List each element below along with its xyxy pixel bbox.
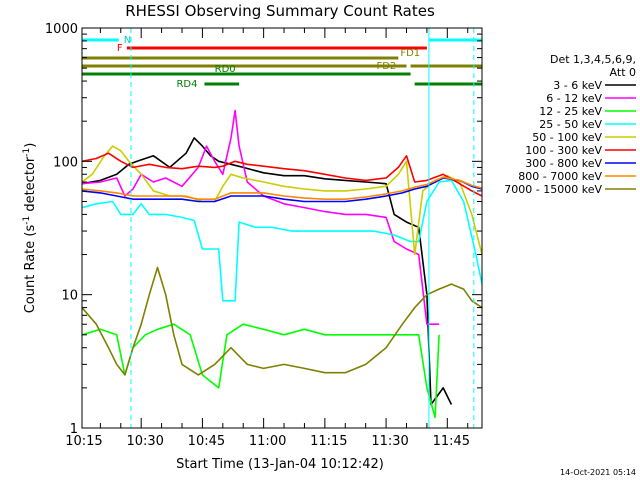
y-tick-label: 1000 — [45, 22, 78, 37]
plot-frame — [81, 27, 483, 429]
legend-label-8: 7000 - 15000 keV — [504, 183, 602, 196]
timestamp: 14-Oct-2021 05:14 — [560, 468, 636, 477]
legend-label-1: 6 - 12 keV — [546, 92, 602, 105]
flags-layer: NF FD1 FD2 RD0 RD4 — [82, 35, 482, 90]
legend-header-line-2: Att 0 — [610, 66, 636, 79]
flag-label-rd4: RD4 — [176, 79, 197, 90]
legend-label-4: 50 - 100 keV — [532, 131, 602, 144]
series-line-8 — [82, 266, 482, 376]
series-line-5 — [82, 152, 482, 197]
series-line-6 — [82, 177, 482, 203]
series-line-7 — [82, 176, 482, 200]
flag-label-fd1: FD1 — [400, 48, 420, 59]
legend-label-3: 25 - 50 keV — [539, 118, 602, 131]
x-axis: 10:15 10:30 10:45 11:00 11:15 11:30 11:45 — [65, 28, 470, 449]
flag-label-f: F — [117, 43, 123, 54]
chart-title: RHESSI Observing Summary Count Rates — [125, 2, 435, 20]
series-line-1 — [82, 109, 440, 325]
series-layer — [82, 109, 482, 419]
y-axis: 1 10 100 1000 — [45, 22, 482, 437]
flag-label-rd0: RD0 — [215, 64, 236, 75]
y-axis-label: Count Rate (s-1 detector-1) — [22, 143, 38, 314]
series-line-0 — [82, 137, 453, 406]
x-tick-label: 10:15 — [65, 434, 102, 449]
y-tick-label: 1 — [70, 422, 78, 437]
legend-label-7: 800 - 7000 keV — [518, 170, 602, 183]
x-tick-label: 10:30 — [126, 434, 163, 449]
x-tick-label: 11:45 — [433, 434, 470, 449]
flag-label-n: N — [124, 35, 131, 46]
legend-label-0: 3 - 6 keV — [553, 79, 602, 92]
x-tick-label: 11:30 — [371, 434, 408, 449]
legend-header-line-1: Det 1,3,4,5,6,9, — [550, 53, 636, 66]
x-tick-label: 10:45 — [188, 434, 225, 449]
legend-label-2: 12 - 25 keV — [539, 105, 602, 118]
y-tick-label: 100 — [53, 155, 78, 170]
legend-label-5: 100 - 300 keV — [525, 144, 602, 157]
y-tick-label: 10 — [61, 289, 78, 304]
legend-label-6: 300 - 800 keV — [525, 157, 602, 170]
x-tick-label: 11:15 — [310, 434, 347, 449]
series-line-3 — [82, 179, 482, 302]
x-tick-label: 11:00 — [249, 434, 286, 449]
series-line-4 — [82, 145, 482, 256]
flag-label-fd2: FD2 — [376, 61, 396, 72]
x-axis-label: Start Time (13-Jan-04 10:12:42) — [176, 457, 384, 472]
